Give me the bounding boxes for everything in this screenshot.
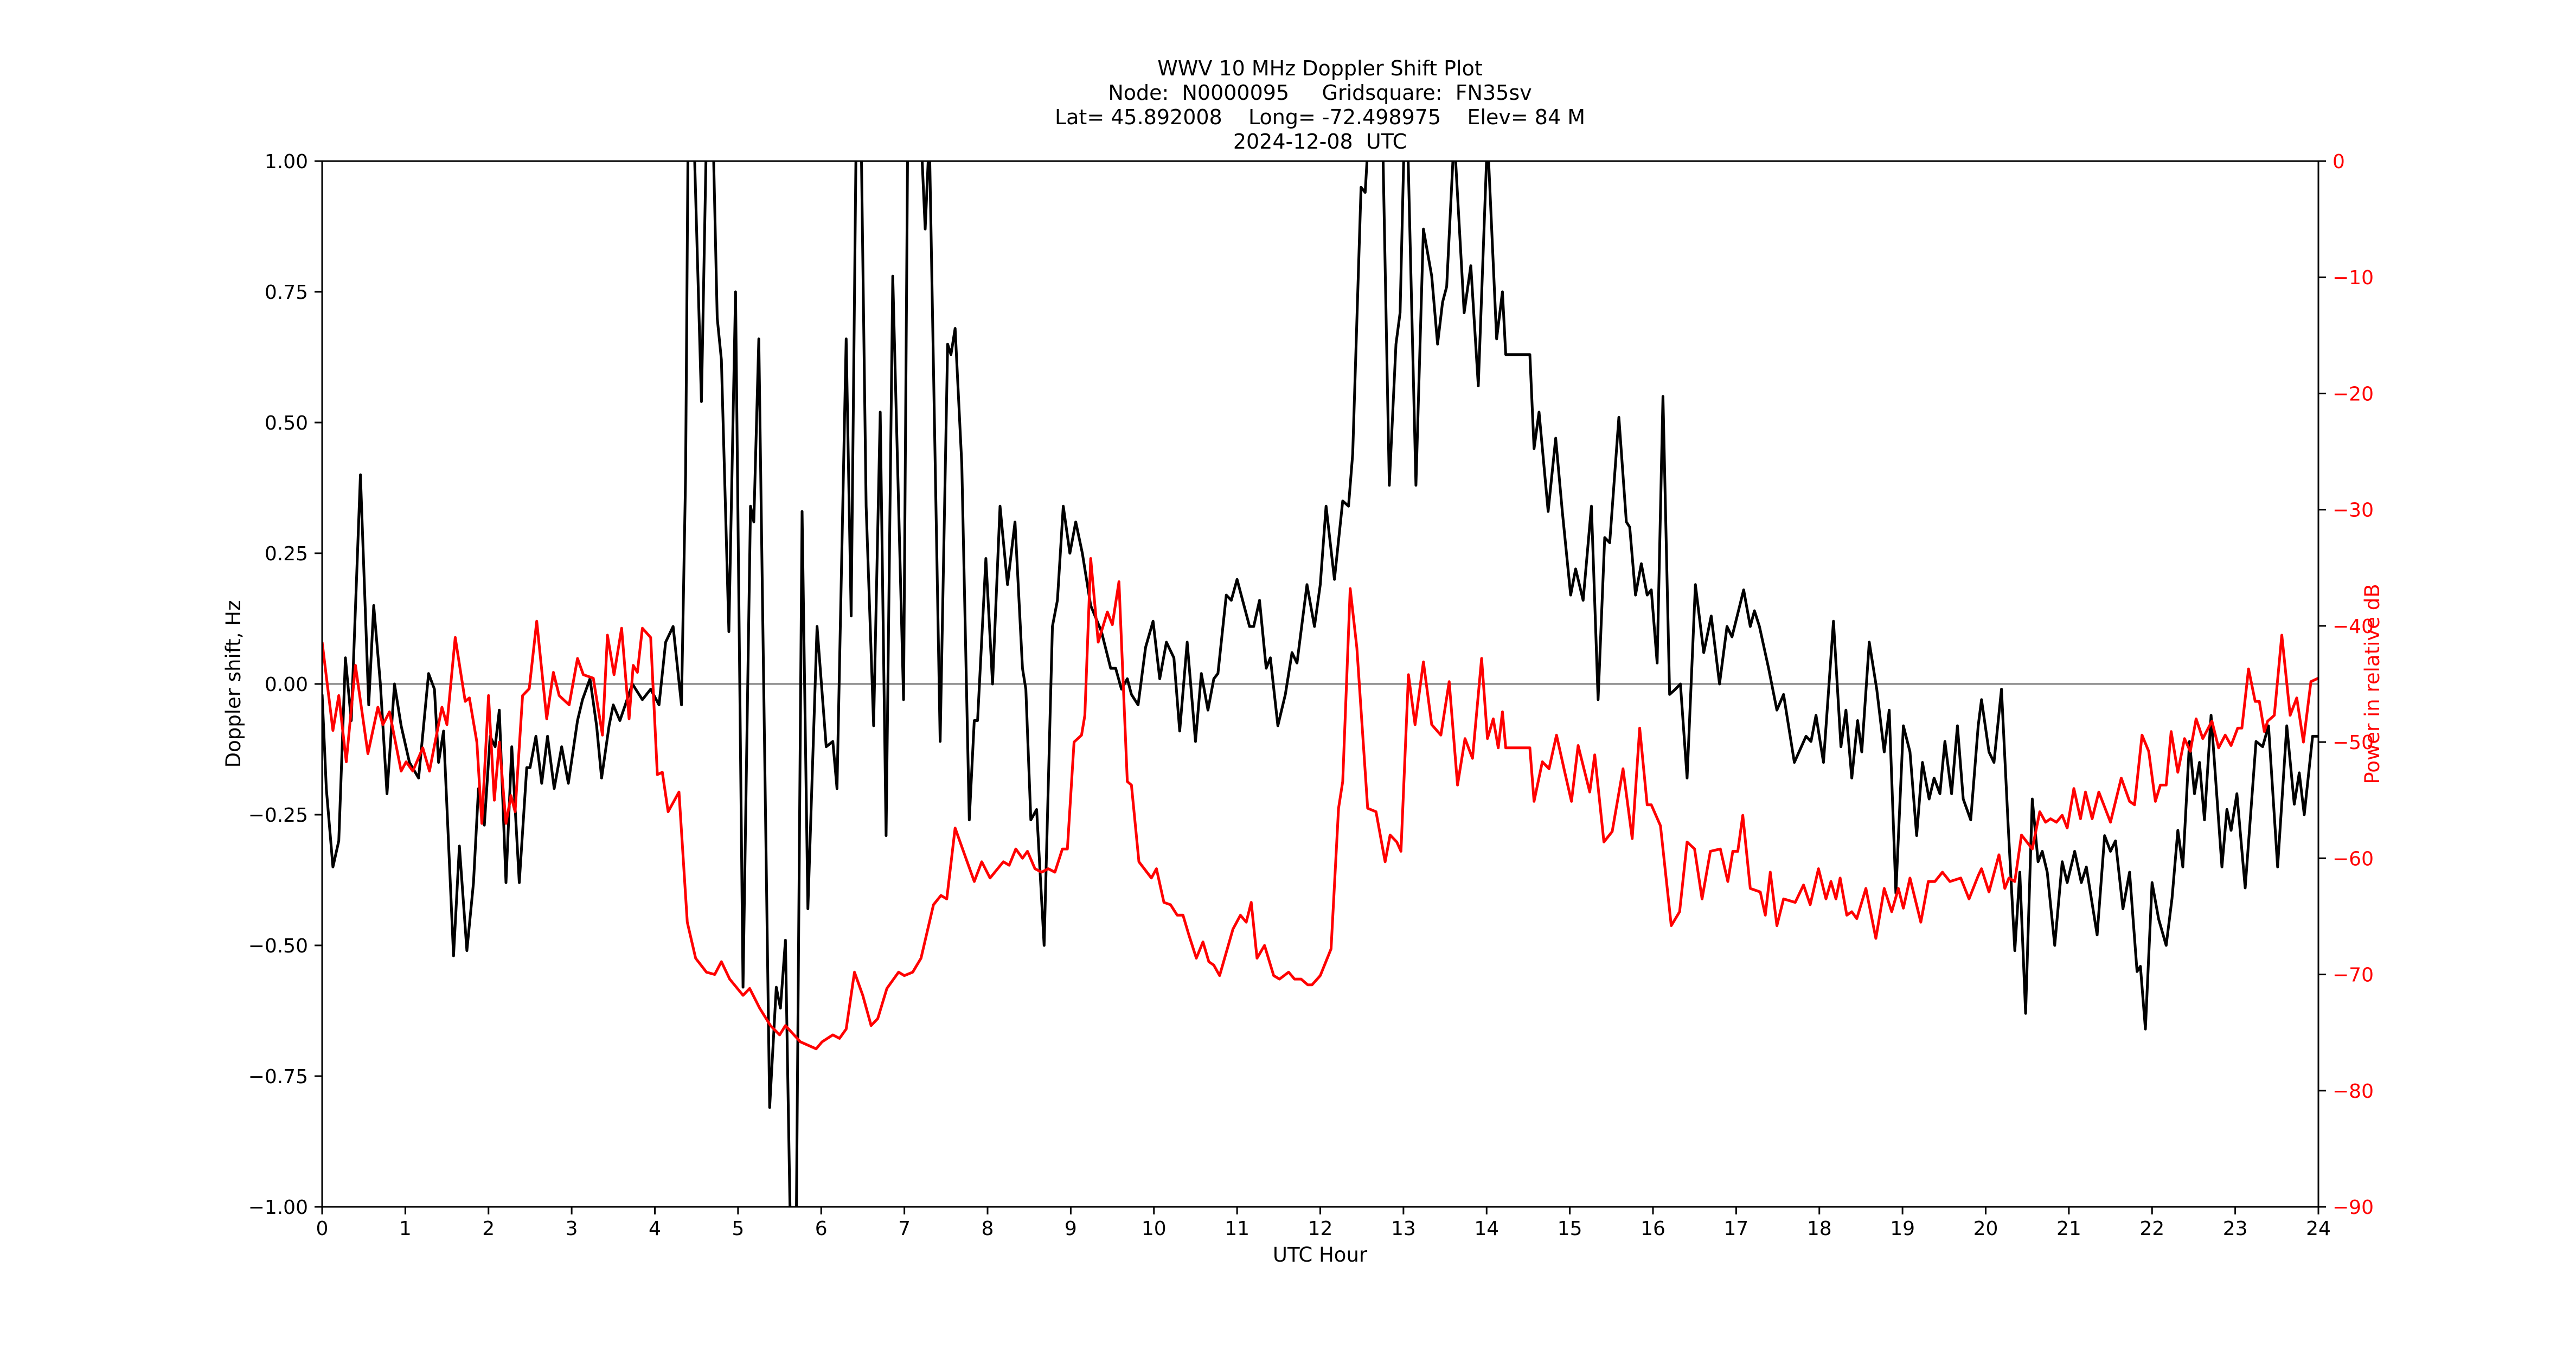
x-tick-label: 5 bbox=[732, 1218, 744, 1240]
x-tick-label: 2 bbox=[482, 1218, 495, 1240]
y-right-tick-label: −50 bbox=[2333, 732, 2374, 754]
y-right-tick-label: −40 bbox=[2333, 616, 2374, 638]
y-axis-right-label: Power in relative dB bbox=[2361, 584, 2384, 784]
y-right-tick-label: −80 bbox=[2333, 1080, 2374, 1103]
x-tick-label: 24 bbox=[2306, 1218, 2331, 1240]
y-right-tick-label: −20 bbox=[2333, 383, 2374, 405]
x-tick-label: 0 bbox=[316, 1218, 329, 1240]
power-series bbox=[322, 557, 2318, 1051]
x-tick-label: 20 bbox=[1973, 1218, 1998, 1240]
x-axis-label: UTC Hour bbox=[1273, 1243, 1368, 1267]
y-right-tick-label: −90 bbox=[2333, 1197, 2374, 1219]
x-tick-label: 18 bbox=[1807, 1218, 1832, 1240]
y-left-tick-label: 0.75 bbox=[265, 282, 308, 304]
x-tick-label: 7 bbox=[898, 1218, 911, 1240]
y-left-tick-label: 0.50 bbox=[265, 412, 308, 434]
x-tick-label: 1 bbox=[399, 1218, 412, 1240]
y-right-tick-label: −60 bbox=[2333, 848, 2374, 870]
x-tick-label: 9 bbox=[1065, 1218, 1077, 1240]
x-tick-label: 14 bbox=[1474, 1218, 1499, 1240]
chart-subtitle-node: Node: N0000095 Gridsquare: FN35sv bbox=[1108, 81, 1532, 105]
x-tick-label: 12 bbox=[1308, 1218, 1333, 1240]
chart-title: WWV 10 MHz Doppler Shift Plot bbox=[1157, 56, 1483, 80]
x-tick-label: 4 bbox=[649, 1218, 661, 1240]
y-left-tick-label: 0.25 bbox=[265, 543, 308, 565]
x-tick-label: 23 bbox=[2223, 1218, 2248, 1240]
y-right-tick-label: −30 bbox=[2333, 500, 2374, 522]
y-axis-left-label: Doppler shift, Hz bbox=[222, 600, 245, 768]
y-axis-right: 0 −10 −20 −30 −40 −50 −60 −70 −80 −90 bbox=[2318, 151, 2374, 1219]
x-tick-label: 19 bbox=[1890, 1218, 1915, 1240]
y-left-tick-label: 1.00 bbox=[265, 151, 308, 173]
y-right-tick-label: 0 bbox=[2333, 151, 2345, 173]
x-tick-label: 15 bbox=[1558, 1218, 1582, 1240]
x-tick-label: 11 bbox=[1225, 1218, 1249, 1240]
y-left-tick-label: 0.00 bbox=[265, 674, 308, 696]
x-tick-label: 6 bbox=[815, 1218, 828, 1240]
x-tick-label: 17 bbox=[1723, 1218, 1748, 1240]
x-tick-label: 13 bbox=[1391, 1218, 1416, 1240]
y-axis-left: 1.00 0.75 0.50 0.25 0.00 −0.25 −0.50 −0.75 −1.00 bbox=[248, 151, 322, 1219]
y-right-tick-label: −70 bbox=[2333, 964, 2374, 987]
x-tick-label: 21 bbox=[2056, 1218, 2081, 1240]
x-tick-label: 8 bbox=[982, 1218, 994, 1240]
y-left-tick-label: −1.00 bbox=[248, 1197, 308, 1219]
chart-subtitle-date: 2024-12-08 UTC bbox=[1233, 130, 1407, 153]
y-right-tick-label: −10 bbox=[2333, 267, 2374, 289]
x-tick-label: 10 bbox=[1142, 1218, 1167, 1240]
x-axis: 0 1 2 3 4 5 6 7 8 9 10 11 12 13 14 15 16 17 18 19 20 21 22 23 24 bbox=[316, 1207, 2331, 1240]
y-left-tick-label: −0.75 bbox=[248, 1066, 308, 1088]
doppler-shift-series bbox=[322, 161, 2318, 1207]
x-tick-label: 3 bbox=[566, 1218, 578, 1240]
x-tick-label: 16 bbox=[1641, 1218, 1665, 1240]
chart-subtitle-location: Lat= 45.892008 Long= -72.498975 Elev= 84… bbox=[1054, 105, 1586, 129]
y-left-tick-label: −0.50 bbox=[248, 935, 308, 957]
x-tick-label: 22 bbox=[2139, 1218, 2164, 1240]
y-left-tick-label: −0.25 bbox=[248, 804, 308, 827]
